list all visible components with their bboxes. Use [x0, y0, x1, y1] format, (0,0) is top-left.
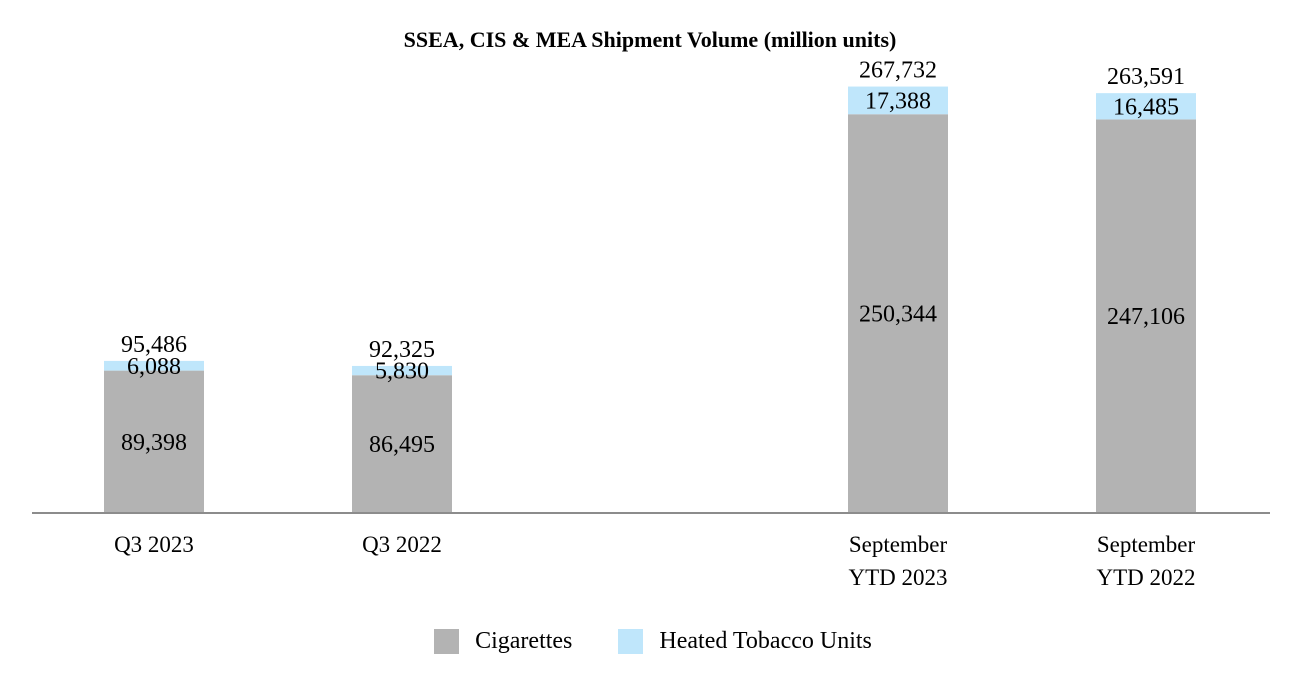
data-label-heated-tobacco-units: 5,830 [375, 359, 429, 385]
x-tick-label: September [1097, 532, 1196, 557]
bar-cigarettes [848, 114, 948, 514]
x-tick-label: Q3 2022 [362, 532, 442, 557]
bar-heated-tobacco-units [104, 360, 204, 371]
data-label-cigarettes: 89,398 [121, 430, 187, 456]
legend-item-heated-tobacco-units: Heated Tobacco Units [618, 628, 872, 655]
data-label-total: 263,591 [1107, 64, 1185, 90]
data-label-cigarettes: 86,495 [369, 432, 435, 458]
legend-item-cigarettes: Cigarettes [434, 628, 572, 655]
data-label-heated-tobacco-units: 6,088 [127, 354, 181, 380]
data-label-heated-tobacco-units: 16,485 [1113, 94, 1179, 120]
bar-cigarettes [352, 375, 452, 513]
x-tick-label: YTD 2022 [1096, 565, 1195, 590]
legend-swatch-cigarettes [434, 629, 460, 654]
data-label-cigarettes: 250,344 [859, 302, 937, 328]
bar-heated-tobacco-units [848, 86, 948, 115]
bar-cigarettes [1096, 119, 1196, 513]
bar-cigarettes [104, 370, 204, 513]
data-label-total: 267,732 [859, 58, 937, 84]
x-tick-label: YTD 2023 [848, 565, 947, 590]
data-label-cigarettes: 247,106 [1107, 304, 1185, 330]
x-tick-label: Q3 2023 [114, 532, 194, 557]
data-label-total: 92,325 [369, 337, 435, 363]
chart-title: SSEA, CIS & MEA Shipment Volume (million… [403, 27, 897, 52]
x-tick-label: September [849, 532, 948, 557]
bar-heated-tobacco-units [352, 365, 452, 376]
legend-label-cigarettes: Cigarettes [475, 628, 573, 654]
legend-label-heated-tobacco-units: Heated Tobacco Units [659, 628, 872, 654]
legend: Cigarettes Heated Tobacco Units [0, 628, 1300, 655]
bar-heated-tobacco-units [1096, 93, 1196, 120]
legend-swatch-heated-tobacco-units [618, 629, 644, 654]
data-label-total: 95,486 [121, 332, 187, 358]
data-label-heated-tobacco-units: 17,388 [865, 88, 931, 114]
